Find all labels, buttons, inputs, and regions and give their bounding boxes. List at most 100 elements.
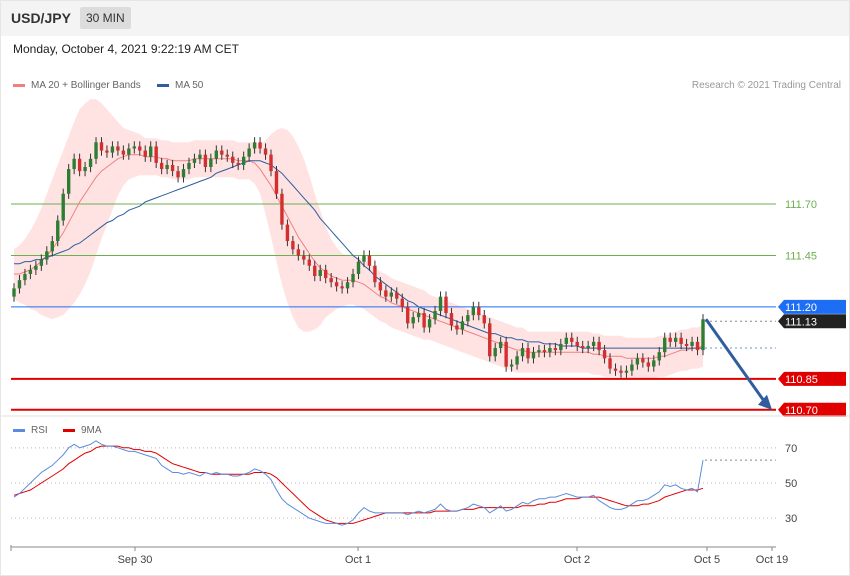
ma50-legend-label: MA 50 (175, 80, 204, 91)
candle-bull (515, 356, 519, 365)
candle-bull (635, 358, 640, 365)
candle-bull (466, 315, 470, 322)
candle-bear (340, 286, 344, 289)
candle-bull (356, 261, 361, 274)
ma20-swatch (13, 83, 25, 87)
candle-bear (477, 306, 481, 316)
level-label-111-45: 111.45 (785, 250, 817, 262)
candle-bear (602, 350, 607, 359)
rsi-swatch (13, 428, 25, 432)
candle-bear (143, 150, 147, 157)
candle-bear (504, 341, 508, 367)
candle-bear (231, 156, 235, 163)
rsi-tick-50: 50 (785, 478, 797, 490)
candle-bear (291, 241, 295, 250)
candle-bear (307, 259, 311, 266)
candle-bull (586, 345, 590, 349)
candle-bear (138, 146, 142, 151)
candle-bear (384, 290, 388, 297)
candle-bull (427, 319, 432, 328)
candle-bull (214, 150, 219, 159)
copyright-text: Research © 2021 Trading Central (691, 80, 841, 91)
candle-bull (438, 296, 443, 312)
candle-bull (559, 343, 563, 351)
candle-bear (553, 348, 558, 351)
candle-bear (684, 343, 689, 346)
candle-bull (690, 341, 694, 346)
candle-bear (274, 171, 279, 194)
rsi-tick-70: 70 (785, 443, 797, 455)
candle-bear (395, 292, 399, 299)
rsi-ma-legend-label: 9MA (81, 425, 102, 436)
candle-bear (580, 345, 585, 349)
candle-bull (663, 337, 667, 353)
ma50-swatch (157, 83, 169, 87)
candle-bear (220, 150, 224, 155)
candle-bull (83, 167, 87, 172)
x-tick-label: Oct 1 (345, 554, 371, 566)
candle-bull (12, 288, 16, 297)
candle-bear (619, 370, 623, 373)
x-tick-label: Oct 2 (564, 554, 590, 566)
level-label-111-13: 111.13 (785, 316, 817, 328)
candle-bear (99, 142, 104, 151)
candle-bull (531, 352, 536, 359)
candle-bear (488, 323, 492, 357)
candle-bear (422, 313, 426, 328)
candle-bull (673, 337, 678, 342)
candle-bull (192, 158, 197, 163)
rsi-line (13, 440, 704, 526)
candle-bull (165, 164, 169, 170)
candle-bull (23, 273, 27, 281)
candle-bear (455, 325, 459, 330)
forecast-arrow-head (758, 394, 772, 410)
candle-bull (34, 265, 38, 270)
candle-bull (493, 348, 497, 357)
candle-bull (471, 306, 476, 316)
forecast-arrow-shaft (704, 318, 768, 405)
candle-bear (378, 282, 383, 291)
candle-bear (400, 298, 404, 307)
candle-bull (591, 341, 596, 346)
candle-bull (460, 321, 465, 330)
candle-bull (187, 162, 191, 170)
legend-ma50: MA 50 (157, 80, 203, 91)
candle-bear (285, 224, 290, 242)
candle-bull (389, 292, 394, 297)
candle-bull (520, 348, 525, 357)
candle-bull (17, 280, 22, 289)
candle-bear (258, 142, 262, 149)
candle-bull (411, 317, 415, 324)
candle-bear (313, 265, 317, 277)
candle-bear (203, 154, 208, 168)
candle-bull (509, 364, 514, 367)
candle-bear (668, 337, 672, 342)
candle-bear (449, 313, 454, 326)
candle-bull (351, 273, 355, 283)
candle-bull (701, 319, 705, 351)
candle-bear (367, 255, 372, 266)
candle-bull (657, 352, 661, 361)
candle-bull (498, 341, 503, 349)
candle-bull (548, 348, 552, 353)
candle-bear (116, 146, 120, 151)
legend-rsi-ma: 9MA (63, 425, 102, 436)
candle-bull (362, 255, 366, 262)
candle-bull (66, 169, 71, 194)
level-label-110-70: 110.70 (785, 405, 818, 417)
candle-bull (45, 251, 49, 260)
bollinger-bands (14, 99, 703, 379)
rsi-tick-30: 30 (785, 513, 797, 525)
candle-bull (56, 220, 60, 242)
candle-bull (630, 364, 634, 371)
timeframe-button[interactable]: 30 MIN (80, 7, 131, 29)
candle-bear (597, 341, 601, 351)
candle-bear (679, 337, 683, 344)
x-tick-label: Sep 30 (118, 554, 153, 566)
candle-bull (127, 148, 131, 155)
candle-bear (406, 306, 410, 324)
candle-bear (373, 265, 377, 283)
candle-bull (72, 158, 76, 170)
candle-bull (149, 146, 153, 157)
